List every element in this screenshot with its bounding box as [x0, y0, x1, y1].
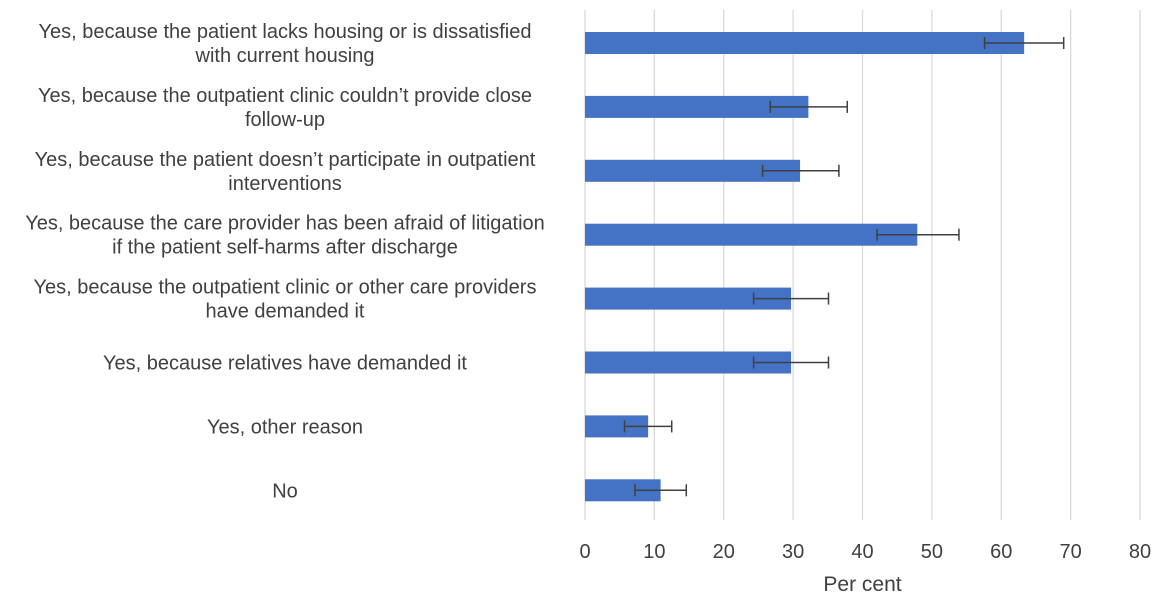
category-label: Yes, because the outpatient clinic could… [38, 85, 532, 131]
x-tick-label: 70 [1060, 541, 1082, 563]
error-bar [634, 484, 688, 497]
bars [585, 32, 1025, 502]
x-tick-labels: 0 10 20 30 40 50 60 70 80 [579, 541, 1151, 563]
x-tick-label: 10 [643, 541, 665, 563]
x-axis-title: Per cent [823, 573, 901, 596]
error-bar [876, 228, 960, 241]
x-tick-label: 60 [990, 541, 1012, 563]
bar [585, 223, 918, 246]
category-label: No [272, 480, 298, 502]
category-label: Yes, because the care provider has been … [25, 213, 545, 259]
category-labels: Yes, because the patient lacks housing o… [25, 21, 545, 502]
bar [585, 415, 649, 438]
error-bar [761, 164, 840, 177]
bar [585, 32, 1025, 54]
x-tick-label: 80 [1129, 541, 1151, 563]
category-label: Yes, because relatives have demanded it [103, 353, 467, 375]
category-label: Yes, because the patient lacks housing o… [39, 21, 532, 67]
category-label: Yes, because the patient doesn’t partici… [35, 149, 536, 195]
x-tick-label: 30 [782, 541, 804, 563]
error-bar [623, 420, 673, 433]
error-bar [752, 292, 830, 305]
error-bar [769, 100, 848, 113]
bar [585, 351, 792, 374]
category-label: Yes, other reason [207, 416, 363, 438]
gridlines [584, 10, 1141, 520]
bar [585, 159, 801, 182]
bar [585, 287, 792, 310]
x-tick-label: 20 [713, 541, 735, 563]
x-tick-label: 40 [851, 541, 873, 563]
bar [585, 95, 809, 118]
category-label: Yes, because the outpatient clinic or ot… [34, 277, 537, 323]
x-tick-label: 0 [579, 541, 590, 563]
error-bar [752, 356, 830, 369]
error-bar [983, 37, 1065, 49]
error-bars [623, 37, 1065, 497]
x-tick-label: 50 [921, 541, 943, 563]
bar [585, 479, 661, 502]
